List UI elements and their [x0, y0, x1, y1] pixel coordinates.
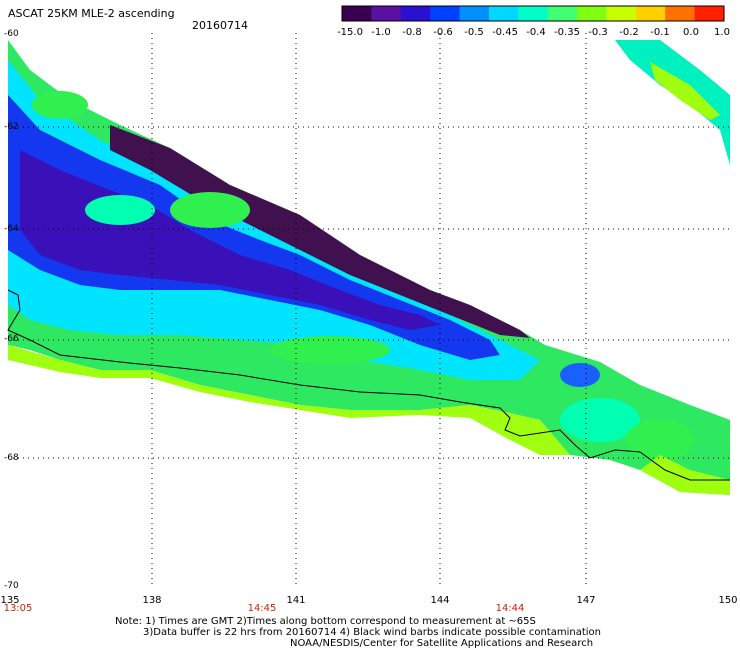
- colorbar-label: -0.5: [464, 27, 484, 38]
- colorbar-label: -0.45: [492, 27, 518, 38]
- colorbar-segment: [371, 6, 402, 21]
- colorbar-segment: [430, 6, 461, 21]
- colorbar-label: -1.0: [371, 27, 391, 38]
- colorbar-label: -0.35: [554, 27, 580, 38]
- blue-patch: [560, 363, 600, 387]
- lon-label: 150: [718, 595, 738, 606]
- colorbar-label: 0.0: [683, 27, 699, 38]
- product-date: 20160714: [192, 19, 248, 32]
- colorbar-label: -0.8: [402, 27, 422, 38]
- colorbar-border: [341, 5, 725, 22]
- colorbar-segment: [635, 6, 666, 21]
- colorbar-segment: [488, 6, 519, 21]
- time-label: 14:44: [495, 603, 525, 614]
- green-patch: [32, 91, 88, 119]
- product-title: ASCAT 25KM MLE-2 ascending: [8, 7, 175, 20]
- swath-purple-core: [20, 150, 440, 330]
- lat-label: -60: [4, 29, 19, 39]
- green-patch: [625, 420, 695, 460]
- colorbar: [341, 5, 725, 22]
- colorbar-label: -0.4: [526, 27, 546, 38]
- lon-label: 147: [576, 595, 596, 606]
- swath-lime-right: [640, 455, 730, 495]
- colorbar-label: -15.0: [337, 27, 363, 38]
- colorbar-segment: [518, 6, 549, 21]
- colorbar-segment: [694, 6, 725, 21]
- corner-swath: [615, 40, 730, 165]
- lat-label: -62: [4, 122, 19, 132]
- colorbar-segment: [459, 6, 490, 21]
- colorbar-segment: [665, 6, 696, 21]
- graticule: [8, 33, 730, 586]
- lat-label: -68: [4, 453, 19, 463]
- green-patch: [170, 192, 250, 228]
- lon-label: 141: [286, 595, 306, 606]
- swath-cyan-band: [8, 60, 540, 380]
- swath-dark-edge: [110, 125, 530, 338]
- aqua-patch: [85, 195, 155, 225]
- colorbar-label: -0.3: [588, 27, 608, 38]
- footer-note-1: Note: 1) Times are GMT 2)Times along bot…: [115, 616, 536, 627]
- colorbar-segment: [577, 6, 607, 21]
- lon-label: 144: [430, 595, 450, 606]
- time-label: 13:05: [3, 603, 33, 614]
- swath-lime-fringe: [8, 345, 570, 455]
- colorbar-label: -0.6: [433, 27, 453, 38]
- corner-swath-lime: [650, 62, 720, 120]
- lat-label: -64: [4, 224, 19, 234]
- swath-blue-band: [8, 95, 500, 360]
- lat-label: -70: [4, 581, 19, 591]
- lon-label: 138: [142, 595, 162, 606]
- colorbar-segment: [400, 6, 431, 21]
- colorbar-label: -0.2: [619, 27, 639, 38]
- colorbar-segment: [342, 6, 372, 21]
- colorbar-segment: [606, 6, 637, 21]
- colorbar-label: -0.1: [650, 27, 670, 38]
- lon-label: 135: [0, 595, 20, 606]
- footer-credit: NOAA/NESDIS/Center for Satellite Applica…: [290, 638, 594, 649]
- lat-label: -66: [4, 334, 19, 344]
- colorbar-segment: [547, 6, 578, 21]
- footer-note-2: 3)Data buffer is 22 hrs from 20160714 4)…: [143, 627, 601, 638]
- aqua-patch: [560, 398, 640, 442]
- green-patch: [270, 336, 390, 364]
- colorbar-label: 1.0: [714, 27, 730, 38]
- time-label: 14:45: [247, 603, 277, 614]
